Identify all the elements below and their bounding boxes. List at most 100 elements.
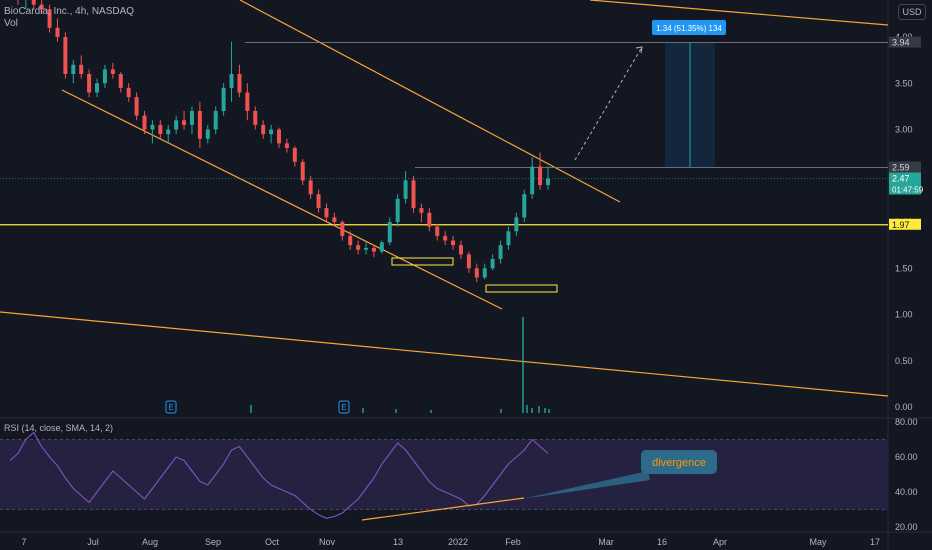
rsi-tick-label: 60.00 <box>895 452 918 462</box>
rsi-line <box>9 431 549 519</box>
earnings-marker-text: E <box>341 403 346 412</box>
price-tick-label: 0.50 <box>895 356 913 366</box>
price-label-text: 2.59 <box>892 162 910 172</box>
time-tick-label: 17 <box>870 537 880 547</box>
price-label-box <box>889 218 921 230</box>
candle-body <box>245 92 250 111</box>
time-tick-label: Jul <box>87 537 99 547</box>
volume-bar <box>250 405 252 413</box>
candle-body <box>142 115 147 130</box>
candle-body <box>205 129 210 139</box>
rsi-trendline <box>361 497 525 521</box>
candle-body <box>348 235 353 246</box>
candle-body <box>55 27 60 37</box>
candle-body <box>277 129 281 144</box>
candle-body <box>31 0 36 5</box>
candle-body <box>269 129 274 135</box>
candle-body <box>300 161 305 181</box>
candle-body <box>237 74 242 93</box>
candle-body <box>546 178 550 185</box>
volume-bar <box>500 409 502 413</box>
candle-body <box>261 124 266 135</box>
price-tick-label: 1.50 <box>895 263 913 273</box>
volume-bar <box>362 408 364 413</box>
candle-body <box>284 143 289 148</box>
time-tick-label: 2022 <box>448 537 468 547</box>
candle-body <box>506 231 511 246</box>
projection-arrow <box>574 46 643 161</box>
candle-body <box>229 74 234 88</box>
volume-bar <box>526 405 528 413</box>
volume-bar <box>395 409 397 413</box>
candle-body <box>166 129 171 135</box>
candle-body <box>371 247 376 252</box>
price-label-text: 2.47 <box>892 174 910 184</box>
time-tick-label: 7 <box>21 537 26 547</box>
earnings-marker <box>338 400 350 414</box>
rsi-tick-label: 40.00 <box>895 487 918 497</box>
projection-arrowhead <box>635 46 643 54</box>
candle-body <box>451 240 456 246</box>
time-tick-label: 16 <box>657 537 667 547</box>
price-label-box <box>889 161 921 173</box>
chart-title: BioCardia, Inc., 4h, NASDAQ <box>4 6 135 17</box>
volume-bar <box>544 408 546 413</box>
candle-body <box>490 259 495 269</box>
candle-body <box>102 69 107 84</box>
candle-body <box>134 97 139 116</box>
rsi-band <box>0 439 888 510</box>
candle-body <box>126 87 131 98</box>
target-label-text: 1.34 (51.35%) 134 <box>656 24 722 33</box>
rsi-tick-label: 80.00 <box>895 417 918 427</box>
candle-body <box>110 69 115 74</box>
candle-body <box>118 74 123 88</box>
candle-body <box>474 268 479 278</box>
candle-body <box>427 212 432 227</box>
support-zone <box>485 284 558 293</box>
candle-body <box>466 254 471 269</box>
candle-body <box>71 64 76 74</box>
trendline <box>589 0 889 26</box>
price-label-text: 3.94 <box>892 38 910 48</box>
candle-body <box>411 180 416 209</box>
time-tick-label: Feb <box>505 537 521 547</box>
earnings-marker-text: E <box>168 403 173 412</box>
volume-bar <box>538 406 540 413</box>
candle-body <box>79 64 84 74</box>
time-tick-label: Sep <box>205 537 221 547</box>
time-tick-label: Mar <box>598 537 614 547</box>
currency-button[interactable]: USD <box>898 4 926 20</box>
candle-body <box>364 247 369 250</box>
candle-body <box>458 245 463 255</box>
candle-body <box>395 198 400 222</box>
price-label-countdown: 01:47:59 <box>892 186 924 195</box>
time-tick-label: Apr <box>713 537 727 547</box>
time-tick-label: Oct <box>265 537 280 547</box>
candle-body <box>403 180 408 199</box>
candle-body <box>150 124 155 130</box>
candle-body <box>379 242 384 252</box>
candle-body <box>253 111 258 125</box>
price-label-box <box>889 172 921 195</box>
candle-body <box>340 222 345 236</box>
time-tick-label: Nov <box>319 537 336 547</box>
volume-bar <box>548 409 550 413</box>
candle-body <box>221 87 226 111</box>
candle-body <box>158 124 163 135</box>
support-zone <box>391 257 454 266</box>
candle-body <box>316 194 321 209</box>
volume-bar <box>522 317 524 413</box>
candle-body <box>324 208 329 218</box>
candle-body <box>47 9 52 28</box>
volume-bar <box>531 408 533 413</box>
candle-body <box>530 166 535 195</box>
candle-body <box>95 83 100 93</box>
candle-body <box>197 111 202 139</box>
candle-body <box>308 180 313 195</box>
candle-body <box>63 37 68 74</box>
candle-body <box>435 226 440 236</box>
volume-label: Vol <box>4 18 18 29</box>
divergence-text: divergence <box>652 457 706 469</box>
rsi-tick-label: 20.00 <box>895 522 918 532</box>
